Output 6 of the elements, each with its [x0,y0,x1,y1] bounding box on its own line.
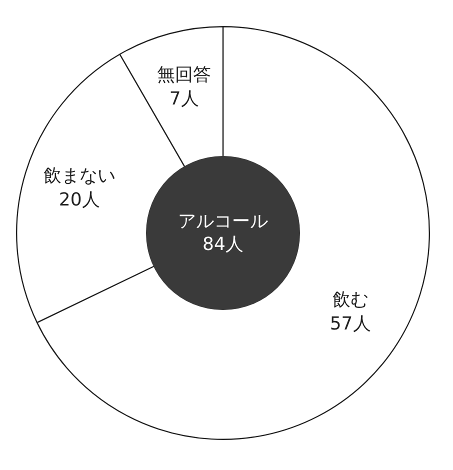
slice-label: 飲む [332,290,368,311]
slice-label: 無回答 [157,64,212,86]
slice-label: 飲まない [43,165,116,186]
data-label: 7人 [169,88,199,110]
data-label: 57人 [330,314,371,335]
data-label: 20人 [58,189,100,210]
